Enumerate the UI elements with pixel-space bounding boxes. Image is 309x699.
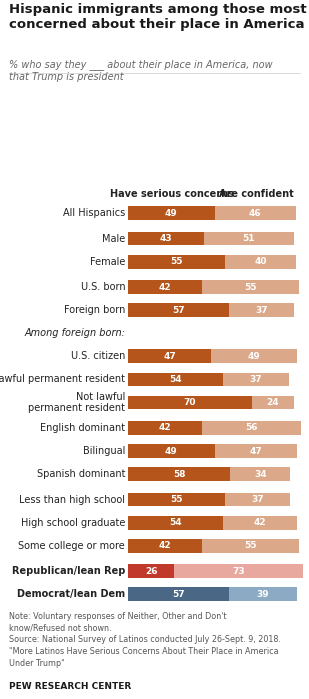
Text: 37: 37 [252, 495, 264, 504]
Text: Bilingual: Bilingual [83, 446, 125, 456]
Text: All Hispanics: All Hispanics [63, 208, 125, 218]
Bar [202, 539, 299, 553]
Text: 55: 55 [171, 257, 183, 266]
Bar [252, 396, 294, 410]
Text: Have serious concerns: Have serious concerns [110, 189, 234, 199]
Text: Lawful permanent resident: Lawful permanent resident [0, 375, 125, 384]
Text: 58: 58 [173, 470, 186, 479]
Bar [128, 564, 174, 578]
Text: PEW RESEARCH CENTER: PEW RESEARCH CENTER [9, 682, 132, 691]
Text: 56: 56 [245, 424, 258, 433]
Text: 42: 42 [159, 424, 171, 433]
Bar [225, 493, 290, 507]
Bar [128, 396, 252, 410]
Text: 70: 70 [184, 398, 196, 407]
Bar [128, 467, 231, 481]
Bar [223, 373, 289, 387]
Bar [202, 421, 301, 435]
Bar [174, 564, 303, 578]
Text: 34: 34 [254, 470, 267, 479]
Text: Note: Voluntary responses of Neither, Other and Don't
know/Refused not shown.
So: Note: Voluntary responses of Neither, Ot… [9, 612, 281, 668]
Bar [202, 280, 299, 294]
Text: 55: 55 [244, 541, 257, 550]
Text: 49: 49 [165, 208, 178, 217]
Text: 47: 47 [163, 352, 176, 361]
Text: 42: 42 [159, 282, 171, 291]
Text: Democrat/lean Dem: Democrat/lean Dem [17, 589, 125, 599]
Text: 57: 57 [172, 305, 185, 315]
Bar [211, 350, 297, 363]
Text: Not lawful
permanent resident: Not lawful permanent resident [28, 391, 125, 413]
Text: Some college or more: Some college or more [19, 541, 125, 551]
Bar [128, 373, 223, 387]
Text: Are confident: Are confident [219, 189, 294, 199]
Bar [128, 280, 202, 294]
Text: 54: 54 [169, 375, 182, 384]
Bar [128, 493, 225, 507]
Text: Hispanic immigrants among those most
concerned about their place in America: Hispanic immigrants among those most con… [9, 3, 307, 31]
Text: 55: 55 [244, 282, 257, 291]
Text: Female: Female [90, 257, 125, 266]
Text: 73: 73 [232, 567, 245, 576]
Bar [229, 587, 297, 601]
Text: Among foreign born:: Among foreign born: [24, 329, 125, 338]
Text: 47: 47 [250, 447, 262, 456]
Text: 26: 26 [145, 567, 157, 576]
Bar [128, 587, 229, 601]
Bar [214, 206, 295, 220]
Text: Spanish dominant: Spanish dominant [37, 469, 125, 479]
Bar [225, 254, 295, 268]
Text: U.S. citizen: U.S. citizen [71, 352, 125, 361]
Bar [128, 539, 202, 553]
Bar [214, 444, 297, 458]
Text: 46: 46 [249, 208, 261, 217]
Bar [128, 421, 202, 435]
Text: U.S. born: U.S. born [81, 282, 125, 292]
Text: English dominant: English dominant [40, 423, 125, 433]
Text: 42: 42 [159, 541, 171, 550]
Text: 42: 42 [254, 518, 267, 527]
Text: 43: 43 [160, 234, 172, 243]
Text: Republican/lean Rep: Republican/lean Rep [12, 566, 125, 576]
Text: 39: 39 [257, 590, 269, 599]
Bar [128, 254, 225, 268]
Bar [223, 516, 297, 530]
Bar [231, 467, 290, 481]
Text: Foreign born: Foreign born [64, 305, 125, 315]
Text: 55: 55 [171, 495, 183, 504]
Bar [128, 303, 229, 317]
Text: 57: 57 [172, 590, 185, 599]
Bar [204, 231, 294, 245]
Bar [229, 303, 294, 317]
Bar [128, 350, 211, 363]
Text: 37: 37 [255, 305, 268, 315]
Text: Male: Male [102, 233, 125, 243]
Text: 24: 24 [266, 398, 279, 407]
Text: 54: 54 [169, 518, 182, 527]
Text: 49: 49 [248, 352, 260, 361]
Text: 51: 51 [243, 234, 255, 243]
Bar [128, 231, 204, 245]
Text: 40: 40 [254, 257, 267, 266]
Bar [128, 516, 223, 530]
Bar [128, 206, 214, 220]
Bar [128, 444, 214, 458]
Text: 49: 49 [165, 447, 178, 456]
Text: % who say they ___ about their place in America, now
that Trump is president: % who say they ___ about their place in … [9, 59, 273, 82]
Text: High school graduate: High school graduate [21, 518, 125, 528]
Text: 37: 37 [250, 375, 262, 384]
Text: Less than high school: Less than high school [19, 495, 125, 505]
